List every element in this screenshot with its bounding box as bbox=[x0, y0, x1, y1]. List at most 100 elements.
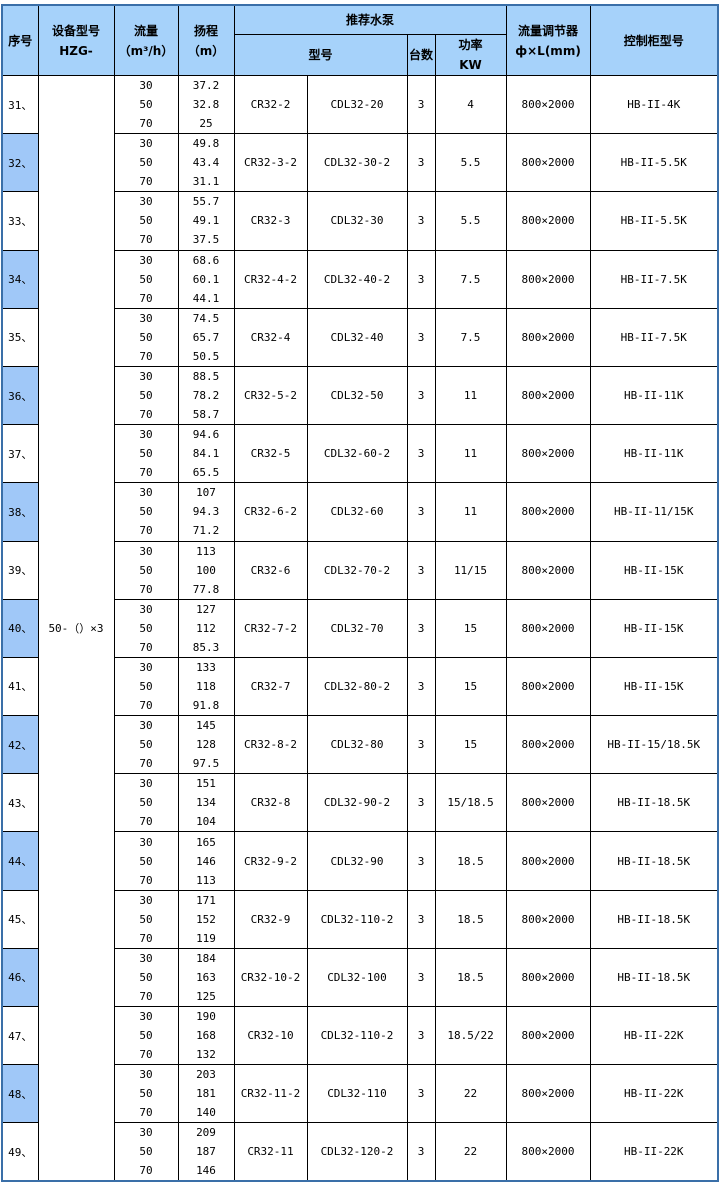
head-cell-value: 151 bbox=[196, 777, 216, 791]
head-cell-value: 37.2 bbox=[192, 79, 220, 93]
cdl-model-cell: CDL32-40 bbox=[306, 307, 408, 367]
flow-cell-value: 70 bbox=[139, 1106, 153, 1120]
cabinet-cell: HB-II-18.5K bbox=[589, 947, 719, 1008]
regulator-cell: 800×2000 bbox=[505, 1005, 591, 1066]
head-cell-value: 91.8 bbox=[192, 698, 220, 712]
head-cell: 55.7 49.1 37.5 bbox=[177, 191, 235, 251]
row-number: 35、 bbox=[1, 307, 39, 367]
row-number: 45、 bbox=[1, 889, 39, 949]
flow-cell-value: 70 bbox=[139, 466, 153, 480]
head-cell-value: 55.7 bbox=[192, 195, 220, 209]
flow-cell-value: 30 bbox=[139, 660, 153, 674]
power-cell: 5.5 bbox=[434, 133, 507, 193]
header-head-unit: （m） bbox=[187, 43, 225, 58]
table-row: 45、 30 50 70 171 152 119 CR32-9 CDL32-110-2 3 18.5… bbox=[1, 889, 719, 949]
cdl-model-cell: CDL32-70-2 bbox=[306, 540, 408, 600]
head-cell-value: 68.6 bbox=[192, 253, 220, 267]
power-cell: 22 bbox=[434, 1122, 507, 1182]
power-cell: 4 bbox=[434, 74, 507, 135]
table-row: 42、 30 50 70 145 128 97.5 CR32-8-2 CDL32-80 3 15 80… bbox=[1, 715, 719, 775]
header-no: 序号 bbox=[1, 4, 39, 76]
head-cell-value: 132 bbox=[196, 1048, 216, 1062]
cdl-model-cell: CDL32-30 bbox=[306, 191, 408, 251]
regulator-cell: 800×2000 bbox=[505, 889, 591, 949]
regulator-cell: 800×2000 bbox=[505, 482, 591, 542]
cdl-model-cell: CDL32-70 bbox=[306, 598, 408, 658]
table-row: 39、 30 50 70 113 100 77.8 CR32-6 CDL32-70-2 3 11/1… bbox=[1, 540, 719, 600]
flow-cell-value: 30 bbox=[139, 79, 153, 93]
flow-cell-value: 70 bbox=[139, 408, 153, 422]
flow-cell-value: 50 bbox=[139, 505, 153, 519]
table-row: 47、 30 50 70 190 168 132 CR32-10 CDL32-110-2 3 18.… bbox=[1, 1005, 719, 1066]
regulator-cell: 800×2000 bbox=[505, 540, 591, 600]
header-pump-model: 型号 bbox=[233, 34, 408, 76]
cr-model-cell: CR32-3-2 bbox=[233, 133, 308, 193]
flow-cell: 30 50 70 bbox=[113, 715, 179, 775]
flow-cell-value: 50 bbox=[139, 389, 153, 403]
count-cell: 3 bbox=[406, 424, 436, 484]
flow-cell-value: 30 bbox=[139, 1068, 153, 1082]
head-cell: 190 168 132 bbox=[177, 1005, 235, 1066]
flow-cell-value: 50 bbox=[139, 447, 153, 461]
cr-model-cell: CR32-10 bbox=[233, 1005, 308, 1066]
power-cell: 18.5 bbox=[434, 889, 507, 949]
head-cell-value: 44.1 bbox=[192, 291, 220, 305]
flow-cell-value: 50 bbox=[139, 156, 153, 170]
flow-cell-value: 70 bbox=[139, 233, 153, 247]
head-cell: 145 128 97.5 bbox=[177, 715, 235, 775]
cdl-model-cell: CDL32-60-2 bbox=[306, 424, 408, 484]
head-cell-value: 58.7 bbox=[192, 408, 220, 422]
head-cell-value: 50.5 bbox=[192, 349, 220, 363]
cr-model-cell: CR32-5 bbox=[233, 424, 308, 484]
power-cell: 5.5 bbox=[434, 191, 507, 251]
power-cell: 18.5/22 bbox=[434, 1005, 507, 1066]
cr-model-cell: CR32-9-2 bbox=[233, 831, 308, 891]
head-cell: 37.2 32.8 25 bbox=[177, 74, 235, 135]
flow-cell-value: 50 bbox=[139, 272, 153, 286]
cabinet-cell: HB-II-15/18.5K bbox=[589, 715, 719, 775]
row-number: 40、 bbox=[1, 598, 39, 658]
head-cell-value: 184 bbox=[196, 951, 216, 965]
regulator-cell: 800×2000 bbox=[505, 133, 591, 193]
flow-cell-value: 30 bbox=[139, 893, 153, 907]
head-cell-value: 100 bbox=[196, 563, 216, 577]
flow-cell: 30 50 70 bbox=[113, 133, 179, 193]
flow-cell-value: 50 bbox=[139, 738, 153, 752]
flow-cell: 30 50 70 bbox=[113, 656, 179, 717]
flow-cell-value: 70 bbox=[139, 349, 153, 363]
row-number: 46、 bbox=[1, 947, 39, 1008]
row-number: 37、 bbox=[1, 424, 39, 484]
flow-cell: 30 50 70 bbox=[113, 598, 179, 658]
row-number: 33、 bbox=[1, 191, 39, 251]
flow-cell: 30 50 70 bbox=[113, 540, 179, 600]
count-cell: 3 bbox=[406, 947, 436, 1008]
flow-cell-value: 30 bbox=[139, 602, 153, 616]
cr-model-cell: CR32-8-2 bbox=[233, 715, 308, 775]
cabinet-cell: HB-II-5.5K bbox=[589, 191, 719, 251]
flow-cell: 30 50 70 bbox=[113, 74, 179, 135]
head-cell-value: 140 bbox=[196, 1106, 216, 1120]
cr-model-cell: CR32-8 bbox=[233, 773, 308, 833]
regulator-cell: 800×2000 bbox=[505, 1122, 591, 1182]
table-row: 41、 30 50 70 133 118 91.8 CR32-7 CDL32-80-2 3 15 80… bbox=[1, 656, 719, 717]
regulator-cell: 800×2000 bbox=[505, 365, 591, 426]
flow-cell-value: 30 bbox=[139, 486, 153, 500]
count-cell: 3 bbox=[406, 715, 436, 775]
head-cell-value: 165 bbox=[196, 835, 216, 849]
flow-cell: 30 50 70 bbox=[113, 773, 179, 833]
flow-cell: 30 50 70 bbox=[113, 1064, 179, 1124]
flow-cell-value: 30 bbox=[139, 951, 153, 965]
row-number: 44、 bbox=[1, 831, 39, 891]
cr-model-cell: CR32-7-2 bbox=[233, 598, 308, 658]
head-cell-value: 77.8 bbox=[192, 582, 220, 596]
header-power-label: 功率 bbox=[458, 38, 483, 52]
row-number: 41、 bbox=[1, 656, 39, 717]
head-cell: 94.6 84.1 65.5 bbox=[177, 424, 235, 484]
head-cell-value: 32.8 bbox=[192, 98, 220, 112]
head-cell-value: 112 bbox=[196, 621, 216, 635]
flow-cell-value: 30 bbox=[139, 719, 153, 733]
head-cell: 68.6 60.1 44.1 bbox=[177, 249, 235, 309]
row-number: 49、 bbox=[1, 1122, 39, 1182]
head-cell-value: 190 bbox=[196, 1010, 216, 1024]
power-cell: 11/15 bbox=[434, 540, 507, 600]
